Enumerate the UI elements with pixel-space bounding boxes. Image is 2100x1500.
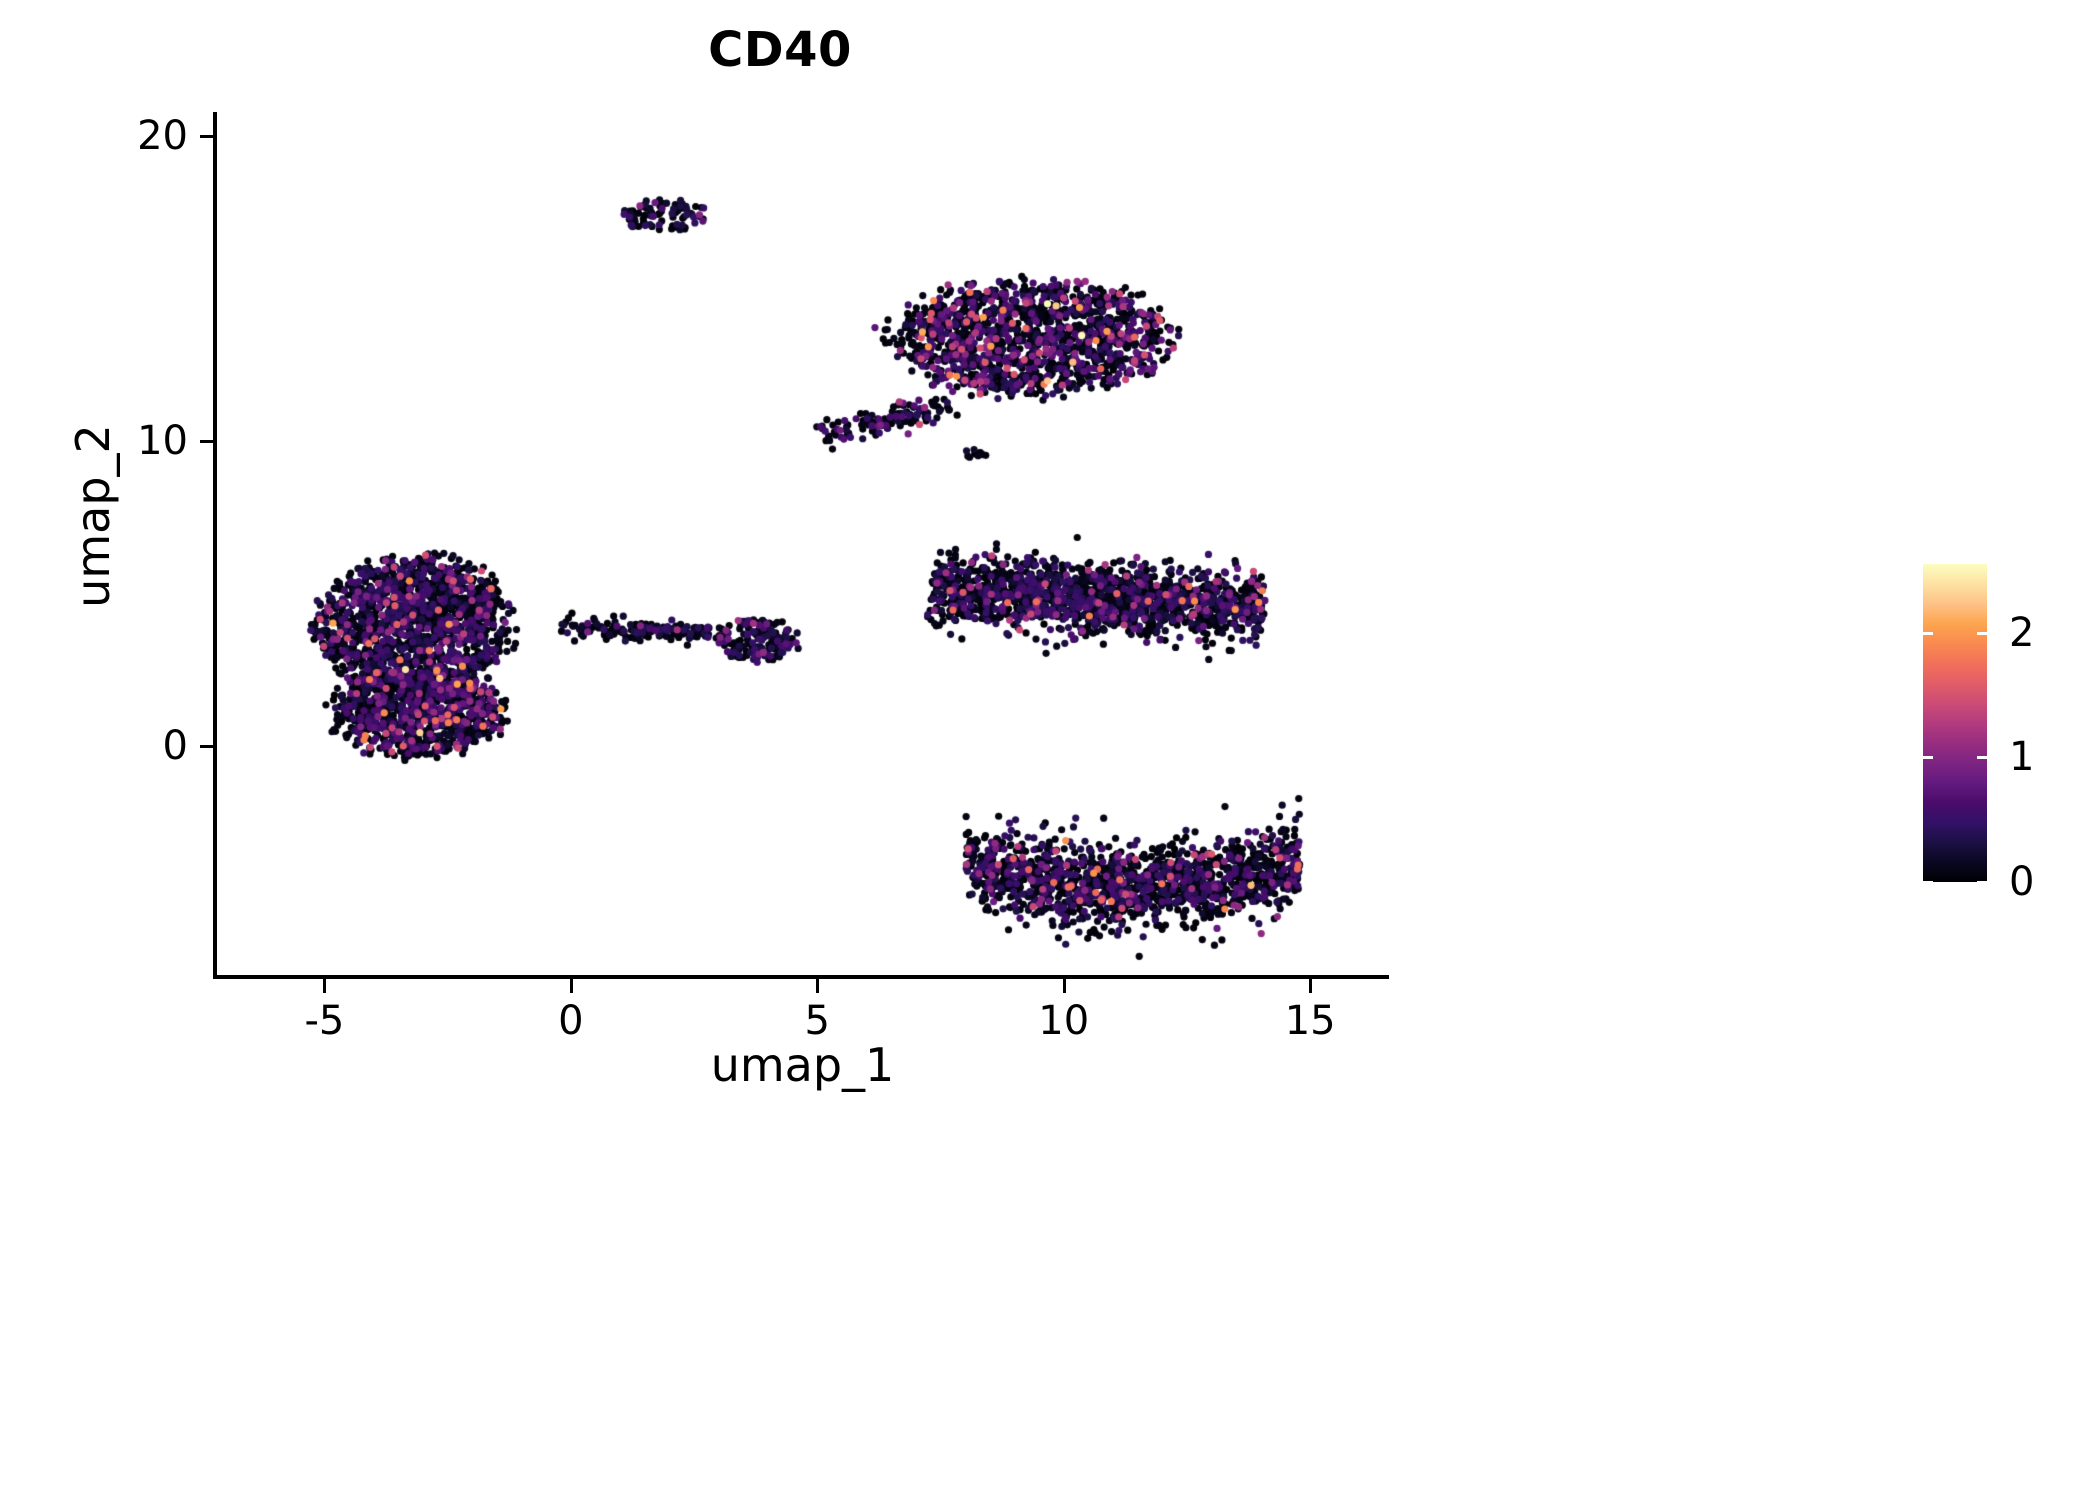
colorbar-tick-label: 2 xyxy=(2009,609,2035,656)
x-axis-label: umap_1 xyxy=(710,1038,895,1092)
colorbar-tick-mark xyxy=(1977,631,1987,635)
page-title: CD40 xyxy=(708,22,852,78)
scatter-points-canvas xyxy=(216,112,1389,978)
x-tick-label: -5 xyxy=(304,998,345,1044)
y-tick-mark xyxy=(200,440,214,444)
x-axis-spine xyxy=(213,975,1389,979)
y-tick-label: 10 xyxy=(137,418,188,465)
x-tick-label: 0 xyxy=(558,998,584,1044)
x-tick-label: 5 xyxy=(804,998,831,1044)
colorbar-tick-mark xyxy=(1977,881,1987,884)
x-tick-mark xyxy=(1309,979,1313,993)
colorbar-tick-mark xyxy=(1923,881,1933,884)
x-tick-label: 15 xyxy=(1284,998,1336,1044)
colorbar-tick-label: 0 xyxy=(2009,859,2035,905)
x-tick-mark xyxy=(323,979,327,993)
y-axis-label: umap_2 xyxy=(66,424,120,608)
x-tick-label: 10 xyxy=(1038,998,1090,1044)
x-tick-mark xyxy=(1062,979,1066,993)
y-tick-mark xyxy=(200,745,214,749)
colorbar-tick-mark xyxy=(1923,631,1933,635)
y-tick-label: 0 xyxy=(162,723,188,770)
y-tick-mark xyxy=(200,135,214,139)
colorbar-tick-mark xyxy=(1977,756,1987,760)
y-axis-spine xyxy=(213,112,217,978)
x-tick-mark xyxy=(816,979,820,993)
colorbar-tick-mark xyxy=(1923,756,1933,760)
colorbar-tick-label: 1 xyxy=(2009,734,2035,781)
y-tick-label: 20 xyxy=(137,113,188,160)
colorbar-gradient xyxy=(1923,564,1987,882)
x-tick-mark xyxy=(569,979,573,993)
